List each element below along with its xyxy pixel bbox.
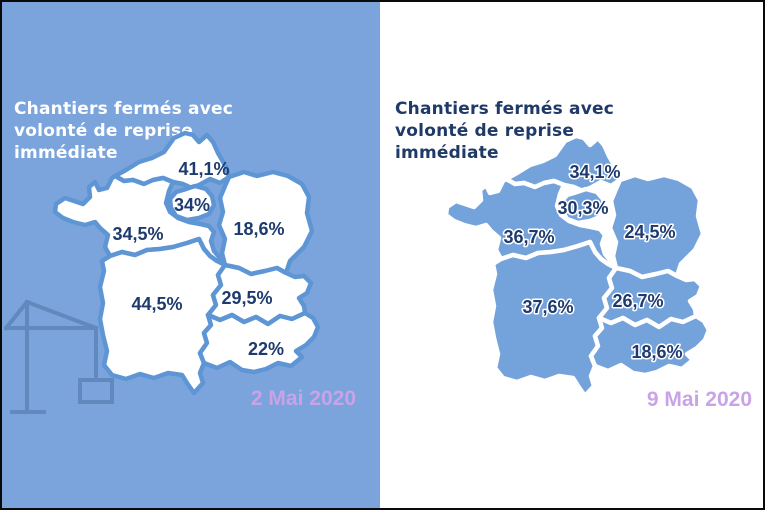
title-line: volonté de reprise (395, 121, 575, 141)
label-southwest: 37,6% (522, 297, 573, 317)
title-line: immédiate (14, 143, 118, 163)
title-left: Chantiers fermés avec volonté de reprise… (14, 98, 244, 164)
title-line: Chantiers fermés avec (395, 99, 615, 119)
crane-tie-bars (4, 299, 99, 331)
label-southeast: 18,6% (631, 342, 682, 362)
france-map-left: 41,1% 34% 18,6% 34,5% 44,5% 29,5% 22% (52, 125, 344, 407)
france-map-right: 34,1% 30,3% 24,5% 36,7% 37,6% 26,7% 18,6… (443, 128, 735, 410)
date-left: 2 Mai 2020 (250, 387, 356, 410)
label-east: 18,6% (233, 219, 284, 239)
label-southwest: 44,5% (131, 294, 182, 314)
label-north: 41,1% (178, 159, 229, 179)
label-west: 34,5% (112, 224, 163, 244)
label-north: 34,1% (569, 162, 620, 182)
title-line: volonté de reprise (14, 121, 194, 141)
label-ile-de-france: 34% (174, 195, 210, 215)
label-center-east: 29,5% (221, 288, 272, 308)
label-center-east: 26,7% (612, 291, 663, 311)
title-right: Chantiers fermés avec volonté de reprise… (395, 98, 635, 164)
label-west: 36,7% (503, 227, 554, 247)
label-ile-de-france: 30,3% (557, 198, 608, 218)
crane-load (78, 378, 114, 404)
crane-illustration (4, 299, 114, 414)
label-east: 24,5% (624, 222, 675, 242)
date-right: 9 Mai 2020 (646, 388, 752, 411)
title-line: immédiate (395, 143, 499, 163)
title-line: Chantiers fermés avec (14, 99, 234, 119)
label-southeast: 22% (248, 339, 284, 359)
